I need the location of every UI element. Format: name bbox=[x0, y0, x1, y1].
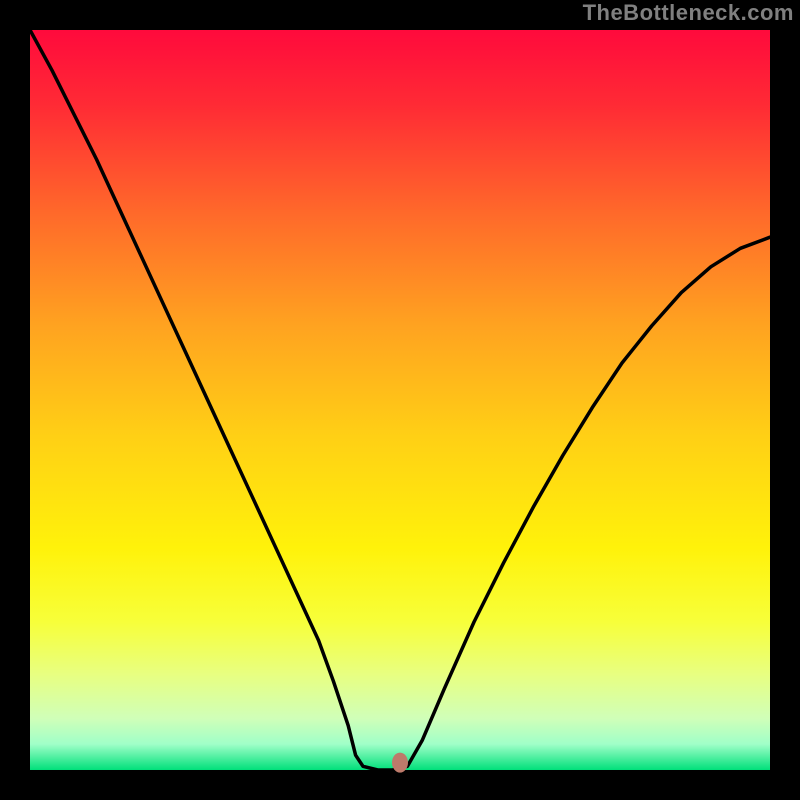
watermark-text: TheBottleneck.com bbox=[583, 0, 794, 26]
plot-gradient-background bbox=[30, 30, 770, 770]
operating-point-marker bbox=[392, 753, 408, 773]
chart-stage: TheBottleneck.com bbox=[0, 0, 800, 800]
bottleneck-chart-svg bbox=[0, 0, 800, 800]
